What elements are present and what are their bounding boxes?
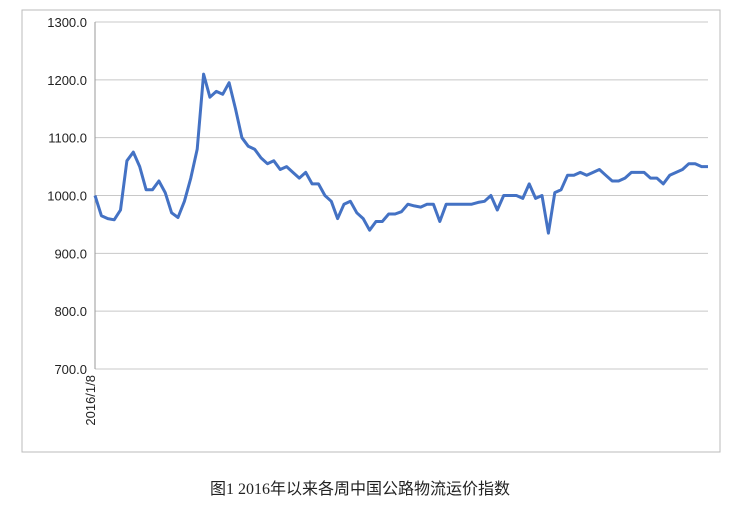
y-tick-label: 700.0 — [54, 362, 87, 377]
y-tick-label: 1300.0 — [47, 15, 87, 30]
x-tick-label: 2016/1/8 — [83, 375, 98, 426]
line-series — [93, 72, 708, 235]
y-tick-label: 900.0 — [54, 246, 87, 261]
y-tick-label: 1000.0 — [47, 189, 87, 204]
y-tick-label: 1200.0 — [47, 73, 87, 88]
caption: 图1 2016年以来各周中国公路物流运价指数 — [210, 480, 510, 498]
y-tick-label: 1100.0 — [48, 131, 87, 146]
chart-frame — [21, 9, 721, 453]
y-tick-label: 800.0 — [54, 304, 87, 319]
